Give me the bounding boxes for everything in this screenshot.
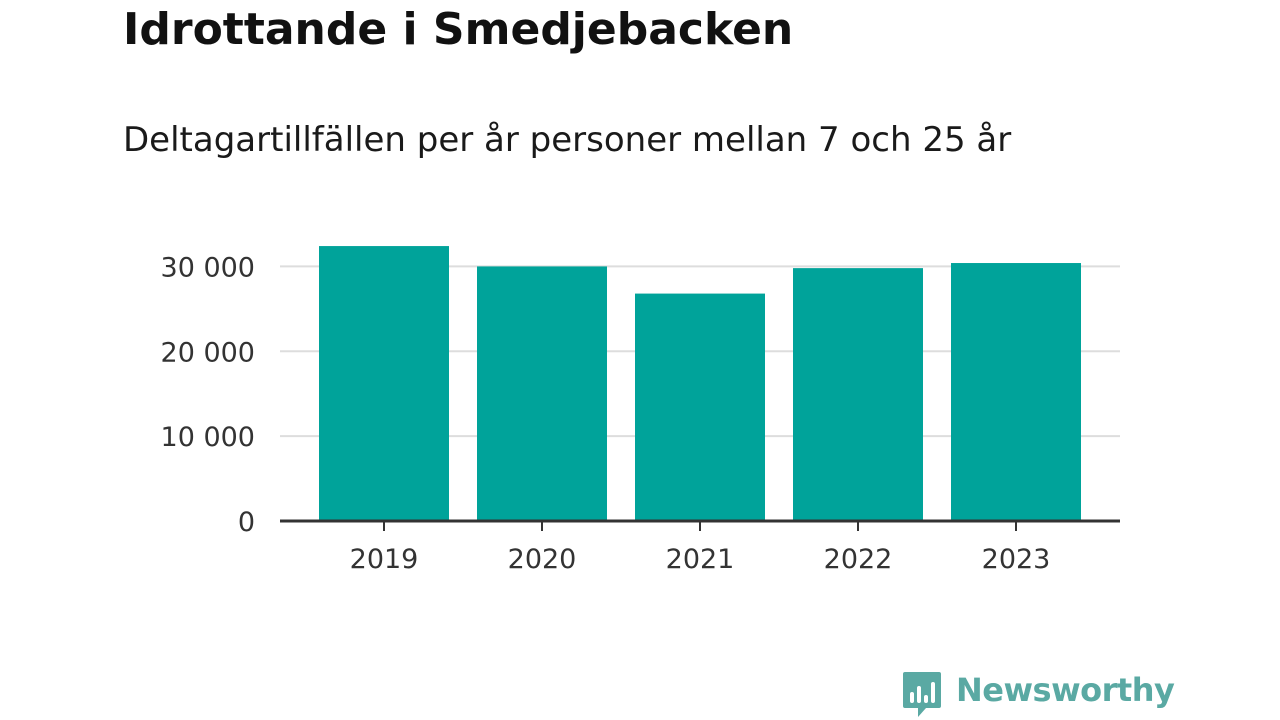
y-tick-label: 30 000: [161, 252, 255, 283]
x-axis: [280, 519, 1120, 531]
bar-2022: [793, 268, 923, 521]
x-tick-labels: 2019 2020 2021 2022 2023: [350, 544, 1051, 575]
x-tick-label: 2020: [508, 544, 577, 575]
chart-title: Idrottande i Smedjebacken: [123, 4, 794, 55]
newsworthy-logo-icon: [903, 672, 941, 717]
bar-2023: [951, 263, 1081, 521]
y-tick-label: 10 000: [161, 422, 255, 453]
y-tick-labels: 0 10 000 20 000 30 000: [161, 252, 255, 538]
x-tick-label: 2022: [824, 544, 893, 575]
y-tick-label: 0: [238, 507, 255, 538]
bar-2020: [477, 266, 607, 521]
y-tick-label: 20 000: [161, 337, 255, 368]
bar-2019: [319, 246, 449, 521]
brand-name: Newsworthy: [956, 671, 1175, 709]
bar-2021: [635, 293, 765, 521]
x-tick-label: 2019: [350, 544, 419, 575]
newsworthy-logo: Newsworthy: [902, 670, 1175, 718]
x-tick-label: 2021: [666, 544, 735, 575]
x-tick-label: 2023: [982, 544, 1051, 575]
bars: [319, 246, 1081, 521]
chart-subtitle: Deltagartillfällen per år personer mella…: [123, 120, 1012, 160]
